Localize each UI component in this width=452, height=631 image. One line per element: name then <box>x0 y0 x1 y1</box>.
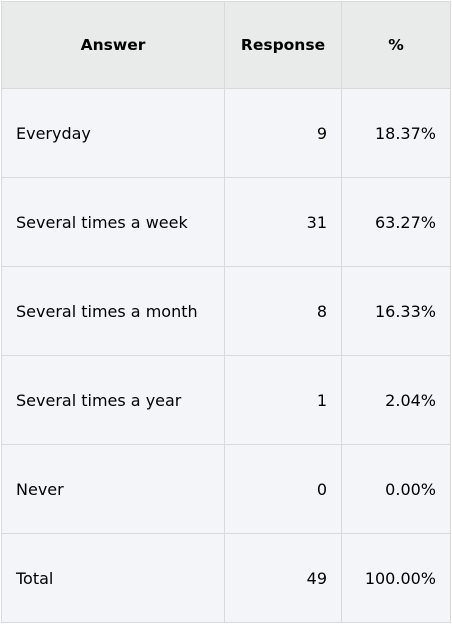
percent-cell: 0.00% <box>341 444 451 534</box>
header-answer: Answer <box>1 1 225 89</box>
response-cell: 49 <box>224 533 342 623</box>
answer-cell: Several times a week <box>1 177 225 267</box>
table-row: Never 0 0.00% <box>1 444 451 534</box>
response-cell: 8 <box>224 266 342 356</box>
percent-cell: 100.00% <box>341 533 451 623</box>
header-row: Answer Response % <box>1 1 451 89</box>
table-row: Several times a year 1 2.04% <box>1 355 451 445</box>
table-header: Answer Response % <box>1 1 451 89</box>
percent-cell: 18.37% <box>341 88 451 178</box>
answer-cell: Never <box>1 444 225 534</box>
response-cell: 9 <box>224 88 342 178</box>
total-row: Total 49 100.00% <box>1 533 451 623</box>
percent-cell: 2.04% <box>341 355 451 445</box>
table-body: Everyday 9 18.37% Several times a week 3… <box>1 88 451 623</box>
header-response: Response <box>224 1 342 89</box>
response-cell: 1 <box>224 355 342 445</box>
answer-cell: Several times a year <box>1 355 225 445</box>
percent-cell: 63.27% <box>341 177 451 267</box>
table-row: Several times a month 8 16.33% <box>1 266 451 356</box>
answer-cell: Several times a month <box>1 266 225 356</box>
answer-cell: Everyday <box>1 88 225 178</box>
response-cell: 0 <box>224 444 342 534</box>
answer-cell: Total <box>1 533 225 623</box>
header-percent: % <box>341 1 451 89</box>
table-row: Everyday 9 18.37% <box>1 88 451 178</box>
response-cell: 31 <box>224 177 342 267</box>
percent-cell: 16.33% <box>341 266 451 356</box>
table-row: Several times a week 31 63.27% <box>1 177 451 267</box>
